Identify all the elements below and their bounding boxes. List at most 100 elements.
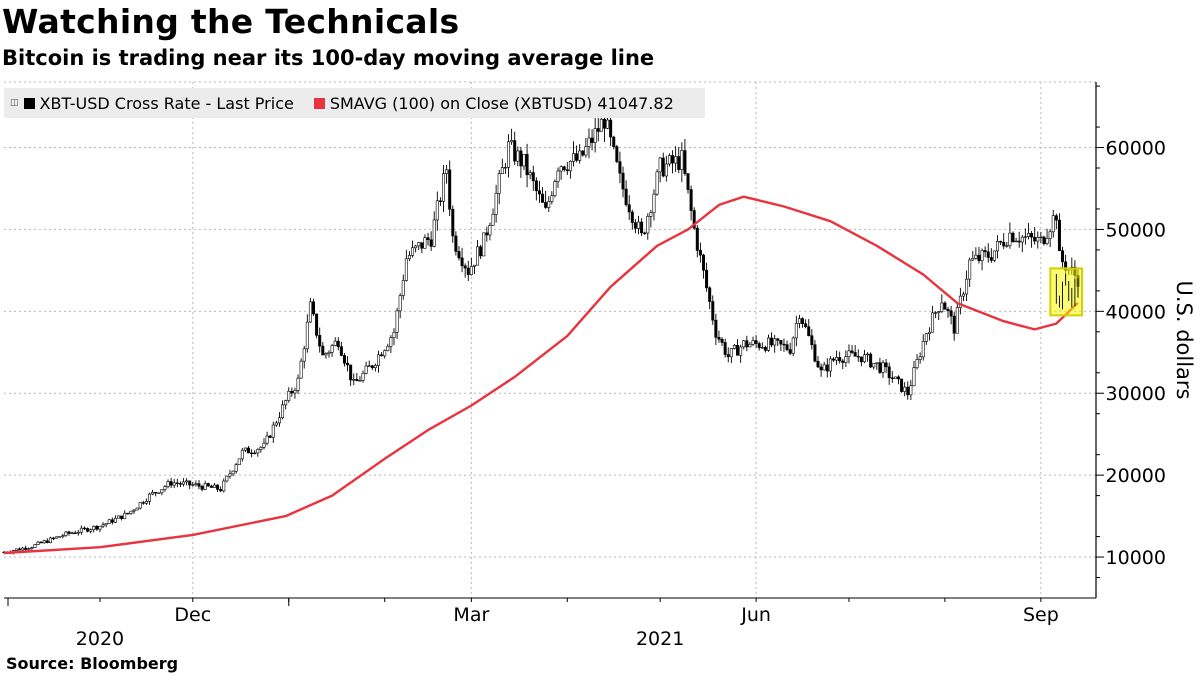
price-candle-body	[1039, 236, 1043, 239]
price-candle-body	[1005, 245, 1009, 247]
price-candle-body	[689, 189, 693, 211]
price-candle-body	[460, 257, 464, 267]
price-candle-body	[664, 163, 668, 177]
price-candle-body	[736, 345, 740, 356]
price-series	[2, 105, 1080, 555]
price-candle-body	[185, 480, 189, 483]
price-candle-body	[17, 548, 21, 551]
price-candle-body	[367, 365, 371, 367]
price-candle-body	[113, 517, 117, 523]
price-candle-body	[525, 153, 529, 176]
price-candle-body	[621, 172, 625, 190]
price-candle-body	[958, 295, 962, 308]
price-candle-body	[36, 541, 40, 545]
price-candle-body	[924, 333, 928, 342]
price-candle-body	[188, 480, 192, 486]
price-candle-body	[1030, 233, 1034, 238]
price-candle-body	[510, 140, 514, 143]
price-candle-body	[485, 232, 489, 236]
price-candle-body	[606, 119, 610, 129]
price-candle-body	[943, 302, 947, 310]
price-candle-body	[553, 181, 557, 196]
price-candle-body	[1033, 236, 1037, 242]
price-candle-body	[429, 239, 433, 247]
price-candle-body	[144, 501, 148, 504]
price-candle-body	[222, 480, 226, 492]
x-tick-label: Mar	[453, 604, 489, 626]
price-candle-body	[912, 367, 916, 387]
price-candle-body	[42, 540, 46, 544]
price-candle-body	[268, 435, 272, 438]
price-candle-body	[977, 254, 981, 261]
price-candle-body	[859, 356, 863, 363]
price-candle-body	[828, 358, 832, 372]
price-candle-body	[24, 547, 28, 550]
price-candle-body	[191, 484, 195, 486]
price-candle-body	[896, 376, 900, 380]
price-candle-body	[909, 385, 913, 396]
price-candle-body	[265, 435, 269, 444]
price-candle-body	[559, 166, 563, 172]
price-candle-body	[1045, 238, 1049, 244]
price-candle-body	[528, 172, 532, 176]
price-candle-body	[302, 348, 306, 362]
price-candle-body	[172, 482, 176, 486]
price-candle-body	[352, 379, 356, 381]
price-candle-body	[182, 481, 186, 485]
price-candle-body	[95, 525, 99, 530]
year-label: 2020	[76, 628, 124, 650]
price-candle-body	[531, 172, 535, 182]
axis-layer: 10000 20000 30000 40000 50000 60000 Dec Mar Jun S…	[4, 82, 1166, 650]
price-candle-body	[500, 167, 504, 174]
price-candle-body	[256, 449, 260, 454]
price-candle-body	[507, 141, 511, 168]
chart-subtitle: Bitcoin is trading near its 100-day movi…	[2, 46, 655, 70]
price-candle-body	[999, 241, 1003, 243]
grid-layer	[4, 81, 1096, 598]
price-candle-body	[476, 246, 480, 266]
price-candle-body	[194, 483, 198, 485]
price-candle-body	[305, 321, 309, 350]
price-candle-body	[949, 310, 953, 317]
x-tick-label: Jun	[740, 604, 771, 626]
price-candle-body	[1008, 232, 1012, 246]
price-candle-body	[893, 376, 897, 380]
price-candle-body	[120, 515, 124, 519]
y-tick-label: 50000	[1106, 219, 1166, 241]
price-candle-body	[683, 150, 687, 174]
price-candle-body	[640, 221, 644, 234]
price-candle-body	[216, 484, 220, 490]
price-candle-body	[154, 492, 158, 494]
price-candle-body	[1042, 236, 1046, 244]
price-candle-body	[92, 525, 96, 530]
price-candle-body	[571, 153, 575, 162]
price-candle-body	[407, 255, 411, 260]
price-candle-body	[804, 323, 808, 328]
price-candle-body	[791, 337, 795, 354]
price-candle-body	[590, 137, 594, 143]
price-candle-body	[906, 386, 910, 396]
price-candle-body	[281, 404, 285, 419]
price-candle-body	[420, 242, 424, 249]
price-candle-body	[992, 250, 996, 261]
price-candle-body	[243, 447, 247, 451]
price-candle-body	[70, 532, 74, 534]
price-candle-body	[240, 449, 244, 460]
price-candle-body	[67, 531, 71, 534]
price-candle-body	[534, 180, 538, 192]
price-candle-body	[423, 237, 427, 249]
price-candle-body	[717, 337, 721, 340]
price-candle-body	[346, 362, 350, 366]
price-candle-body	[383, 350, 387, 357]
price-candle-body	[705, 269, 709, 289]
y-tick-label: 40000	[1106, 301, 1166, 323]
price-candle-body	[284, 400, 288, 406]
price-candle-body	[856, 355, 860, 358]
candlestick-icon: ◫	[10, 98, 19, 108]
price-candle-body	[442, 173, 446, 202]
price-candle-body	[197, 483, 201, 487]
price-candle-body	[519, 150, 523, 167]
price-candle-body	[330, 345, 334, 353]
price-candle-body	[698, 250, 702, 256]
y-tick-label: 10000	[1106, 547, 1166, 569]
